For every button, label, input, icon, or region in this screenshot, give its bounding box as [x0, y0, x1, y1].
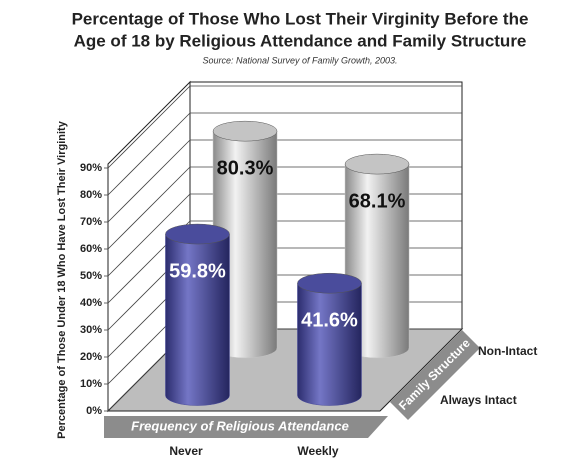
plot: 80.3% 68.1% 59.8% 41.6% — [165, 120, 410, 406]
value-label: 59.8% — [169, 260, 226, 282]
y-tick-label: 0% — [86, 405, 102, 417]
y-tick-label: 60% — [80, 243, 102, 255]
chart-title: Percentage of Those Who Lost Their Virgi… — [72, 9, 529, 28]
bar — [297, 272, 362, 406]
bar-top — [165, 223, 230, 245]
legend-label: Non-Intact — [478, 344, 537, 358]
bar-top — [297, 272, 362, 294]
x-axis-label: Frequency of Religious Attendance — [131, 418, 349, 433]
y-tick-label: 80% — [80, 189, 102, 201]
bar-top — [212, 120, 278, 142]
legend-label: Always Intact — [440, 393, 517, 407]
y-tick-label: 70% — [80, 216, 102, 228]
value-label: 41.6% — [301, 309, 358, 331]
y-tick-label: 40% — [80, 297, 102, 309]
grid-line — [107, 85, 462, 169]
y-axis-label: Percentage of Those Under 18 Who Have Lo… — [56, 120, 68, 439]
y-tick-label: 20% — [80, 351, 102, 363]
value-label: 68.1% — [349, 190, 406, 212]
y-tick-label: 90% — [80, 162, 102, 174]
x-tick-label: Weekly — [297, 444, 338, 458]
chart-title: Age of 18 by Religious Attendance and Fa… — [74, 31, 527, 50]
grid-line — [107, 112, 462, 196]
chart-subtitle: Source: National Survey of Family Growth… — [202, 55, 397, 65]
bar-body — [297, 282, 362, 406]
bar — [165, 223, 230, 406]
value-label: 80.3% — [217, 157, 274, 179]
bar-top — [344, 153, 410, 175]
y-tick-label: 30% — [80, 324, 102, 336]
z-label-ribbon — [390, 330, 480, 420]
y-tick-label: 10% — [80, 378, 102, 390]
y-tick-label: 50% — [80, 270, 102, 282]
x-tick-label: Never — [169, 444, 203, 458]
bar-body — [165, 233, 230, 406]
grid-line — [107, 139, 462, 223]
x-label-ribbon — [104, 416, 388, 438]
